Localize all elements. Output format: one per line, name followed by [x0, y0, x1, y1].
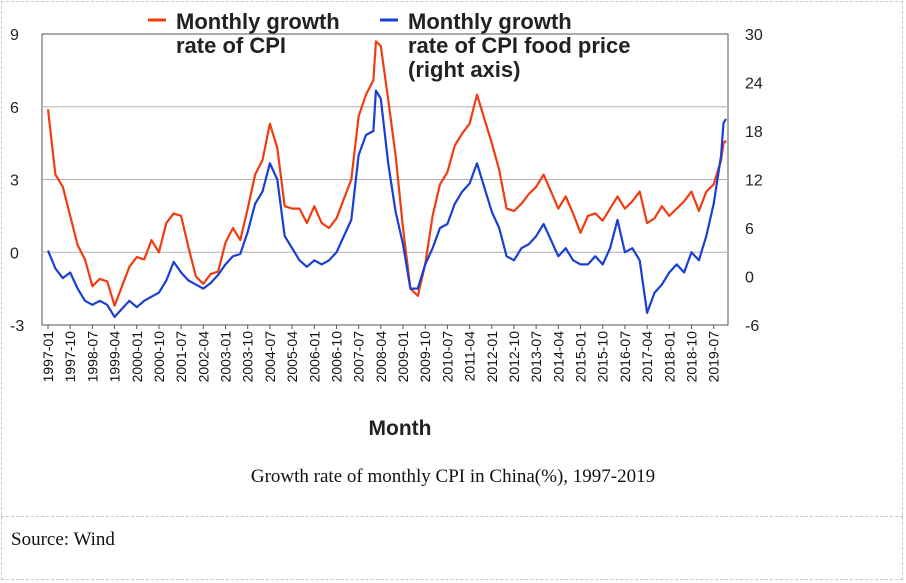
x-tick-label: 2008-04: [373, 331, 389, 383]
y-left-tick-label: 3: [10, 173, 19, 190]
x-tick-label: 2011-04: [462, 331, 478, 382]
x-tick-label: 2003-01: [218, 331, 234, 383]
y-left-tick-label: -3: [10, 318, 24, 335]
x-tick-label: 2012-10: [506, 331, 522, 383]
y-left-tick-label: 9: [10, 27, 19, 44]
y-right-tick-label: 24: [745, 76, 763, 93]
legend-label: rate of CPI: [176, 33, 286, 58]
source-divider: [1, 516, 903, 517]
x-tick-label: 2010-07: [439, 331, 455, 383]
x-tick-label: 2018-10: [683, 331, 699, 383]
x-tick-label: 2000-10: [151, 331, 167, 383]
y-right-tick-label: -6: [745, 318, 759, 335]
x-tick-label: 2019-07: [706, 331, 722, 383]
x-tick-label: 2012-01: [484, 331, 500, 383]
y-right-tick-label: 6: [745, 221, 754, 238]
x-tick-label: 1997-01: [40, 331, 56, 383]
y-right-tick-label: 18: [745, 124, 763, 141]
x-tick-label: 1997-10: [62, 331, 78, 383]
y-left-tick-label: 6: [10, 100, 19, 117]
cpi-chart: -3 0 3 6 9 -6 0 6 12 18 24 30 1997-01 1997-10 1998-07 1…: [10, 9, 763, 440]
legend-label: rate of CPI food price: [408, 33, 630, 58]
x-tick-label: 2016-07: [617, 331, 633, 383]
x-tick-label: 2006-01: [306, 331, 322, 383]
x-tick-label: 2018-01: [661, 331, 677, 383]
y-left-tick-label: 0: [10, 245, 19, 262]
x-tick-label: 2009-01: [395, 331, 411, 383]
x-tick-label: 2013-07: [528, 331, 544, 383]
x-tick-label: 2002-04: [195, 331, 211, 383]
x-axis-title: Month: [369, 417, 432, 440]
y-right-tick-label: 0: [745, 270, 754, 287]
source-note: Source: Wind: [11, 529, 115, 550]
x-tick-label: 2014-04: [550, 331, 566, 383]
legend-label: (right axis): [408, 57, 520, 82]
legend-label: Monthly growth: [408, 9, 572, 34]
x-tick-label: 2003-10: [240, 331, 256, 383]
x-tick-label: 2001-07: [173, 331, 189, 383]
x-tick-label: 2015-10: [595, 331, 611, 383]
x-tick-label: 2000-01: [129, 331, 145, 383]
x-tick-label: 2006-10: [328, 331, 344, 383]
y-right-tick-label: 12: [745, 173, 763, 190]
x-tick-label: 2007-07: [351, 331, 367, 383]
legend-label: Monthly growth: [176, 9, 340, 34]
x-tick-label: 2009-10: [417, 331, 433, 383]
cpi-series-line: [46, 40, 727, 307]
x-tick-label: 1998-07: [84, 331, 100, 383]
x-tick-label: 2005-04: [284, 331, 300, 383]
x-tick-label: 2004-07: [262, 331, 278, 383]
figure-caption: Growth rate of monthly CPI in China(%), …: [250, 466, 656, 487]
x-tick-label: 1999-04: [107, 331, 123, 383]
y-right-tick-label: 30: [745, 27, 763, 44]
x-tick-label: 2015-01: [573, 331, 589, 383]
x-tick-label: 2017-04: [639, 331, 655, 383]
food-cpi-series-line: [46, 89, 727, 318]
